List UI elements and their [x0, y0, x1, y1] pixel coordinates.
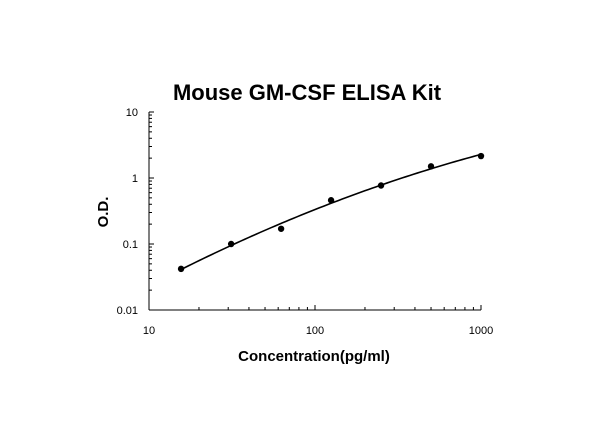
axes: 0.01 0.1 1 10 10 100 1000 — [117, 107, 494, 337]
x-tick-label: 100 — [306, 325, 324, 337]
data-point — [277, 225, 285, 232]
data-points-layer — [177, 152, 485, 273]
fit-curve-layer — [180, 153, 482, 271]
y-tick-label: 1 — [132, 173, 138, 185]
x-axis-label: Concentration(pg/ml) — [238, 348, 390, 365]
data-point — [377, 182, 385, 189]
y-tick-label: 0.01 — [117, 305, 138, 317]
y-axis-label: O.D. — [95, 197, 112, 228]
data-point — [227, 240, 235, 248]
x-tick-label: 10 — [143, 325, 155, 337]
y-tick-label: 10 — [126, 107, 138, 119]
x-tick-label: 1000 — [469, 325, 493, 337]
fit-curve — [180, 153, 482, 271]
chart-title: Mouse GM-CSF ELISA Kit — [173, 80, 442, 105]
data-point — [327, 197, 335, 204]
data-point — [477, 152, 485, 160]
data-point — [177, 265, 185, 273]
y-tick-label: 0.1 — [123, 239, 138, 251]
data-point — [427, 163, 435, 170]
